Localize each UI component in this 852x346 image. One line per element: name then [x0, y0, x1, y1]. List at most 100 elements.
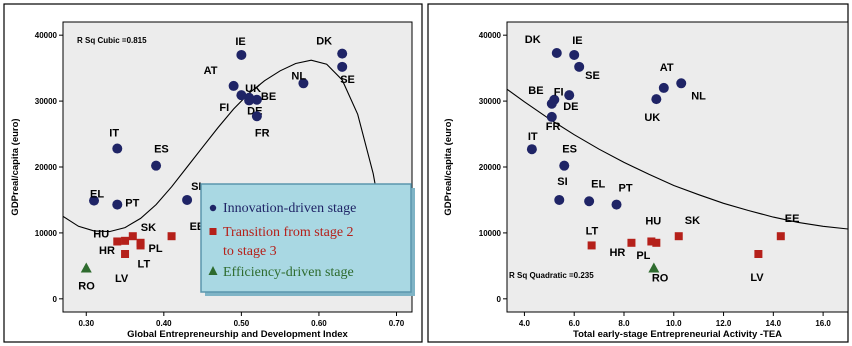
point-el	[584, 196, 595, 207]
y-tick-label: 30000	[479, 97, 502, 106]
point-label-be: BE	[528, 85, 543, 97]
point-label-nl: NL	[291, 70, 306, 82]
point-fi	[236, 90, 247, 101]
legend-label: to stage 3	[223, 244, 277, 259]
point-pt	[112, 199, 123, 210]
x-tick-label: 16.0	[815, 319, 831, 328]
point-label-dk: DK	[316, 36, 332, 48]
point-label-hr: HR	[99, 245, 115, 257]
y-axis-title: GDPreal/capita (euro)	[443, 118, 454, 215]
point-it	[112, 143, 123, 154]
point-label-pl: PL	[636, 250, 650, 262]
point-se	[337, 61, 348, 72]
point-at	[228, 80, 239, 91]
point-label-hu: HU	[645, 215, 661, 227]
legend-label: Transition from stage 2	[223, 225, 354, 240]
y-tick-label: 0	[497, 295, 502, 304]
point-pl	[652, 238, 661, 247]
plot-area	[506, 21, 849, 313]
legend-label: Innovation-driven stage	[223, 201, 356, 216]
point-ro	[80, 262, 92, 273]
point-sk	[674, 232, 683, 241]
point-fi	[546, 98, 557, 109]
point-label-de: DE	[563, 101, 578, 113]
point-ee	[167, 232, 176, 241]
y-tick-label: 10000	[479, 229, 502, 238]
y-tick-label: 30000	[35, 97, 58, 106]
point-label-hu: HU	[93, 228, 109, 240]
fit-annotation: R Sq Cubic =0.815	[77, 36, 147, 45]
point-se	[574, 61, 585, 72]
legend-marker-square	[209, 228, 217, 235]
x-axis-title: Total early-stage Entrepreneurial Activi…	[573, 329, 782, 340]
point-label-at: AT	[660, 62, 674, 74]
point-label-ro: RO	[652, 273, 669, 285]
point-label-si: SI	[191, 181, 201, 193]
point-label-lv: LV	[750, 272, 764, 284]
fit-curve	[63, 59, 390, 260]
point-label-fr: FR	[546, 121, 561, 133]
y-tick-label: 20000	[479, 163, 502, 172]
x-tick-label: 0.70	[389, 319, 405, 328]
x-tick-label: 0.30	[78, 319, 94, 328]
point-label-es: ES	[562, 144, 577, 156]
y-tick-label: 10000	[35, 229, 58, 238]
x-axis-title: Global Entrepreneurship and Development …	[127, 329, 348, 340]
y-tick-label: 40000	[479, 31, 502, 40]
point-es	[559, 160, 570, 171]
fit-annotation: R Sq Quadratic =0.235	[509, 271, 594, 280]
y-tick-label: 40000	[35, 31, 58, 40]
point-pt	[611, 199, 622, 210]
point-label-si: SI	[557, 176, 567, 188]
point-es	[151, 160, 162, 171]
x-tick-label: 10.0	[666, 319, 682, 328]
point-lt	[136, 241, 145, 250]
point-label-fi: FI	[219, 102, 229, 114]
point-label-sk: SK	[141, 222, 156, 234]
point-label-nl: NL	[691, 90, 706, 102]
point-sk	[128, 232, 137, 241]
point-ee	[776, 232, 785, 241]
point-label-fr: FR	[255, 127, 270, 139]
y-axis-title: GDPreal/capita (euro)	[10, 118, 21, 215]
point-hu	[647, 237, 656, 246]
point-label-at: AT	[204, 65, 218, 77]
point-label-se: SE	[585, 70, 600, 82]
x-tick-label: 4.0	[519, 319, 531, 328]
point-label-se: SE	[340, 74, 355, 86]
x-tick-label: 0.50	[234, 319, 250, 328]
point-label-ie: IE	[235, 36, 245, 48]
point-label-ro: RO	[78, 281, 95, 293]
legend-marker-triangle	[208, 266, 218, 275]
point-nl	[298, 78, 309, 89]
point-el	[89, 195, 100, 206]
point-it	[526, 144, 537, 155]
x-tick-label: 0.60	[311, 319, 327, 328]
point-be	[251, 94, 262, 105]
point-ie	[236, 49, 247, 60]
point-label-el: EL	[591, 178, 605, 190]
point-label-pt: PT	[619, 183, 633, 195]
point-label-fi: FI	[554, 87, 564, 99]
point-label-ie: IE	[572, 35, 582, 47]
point-label-uk: UK	[245, 83, 261, 95]
y-tick-label: 20000	[35, 163, 58, 172]
point-label-dk: DK	[525, 34, 541, 46]
legend-box	[200, 183, 412, 293]
legend: Innovation-driven stage Transition from s…	[200, 183, 415, 296]
legend-marker-circle	[209, 204, 217, 212]
chart-tea-vs-gdp: 0 10000 20000 30000 40000 4.0 6.0 8.0 10.0 12.0 14…	[427, 3, 849, 343]
point-label-sk: SK	[685, 215, 700, 227]
point-ie	[569, 49, 580, 60]
point-at	[658, 82, 669, 93]
legend-label: Efficiency-driven stage	[223, 265, 354, 280]
point-ro	[648, 262, 660, 273]
point-label-it: IT	[528, 131, 538, 143]
point-de	[564, 90, 575, 101]
fit-curve	[507, 88, 848, 230]
x-tick-label: 14.0	[766, 319, 782, 328]
point-dk	[551, 47, 562, 58]
point-label-es: ES	[154, 144, 169, 156]
point-label-be: BE	[261, 91, 276, 103]
